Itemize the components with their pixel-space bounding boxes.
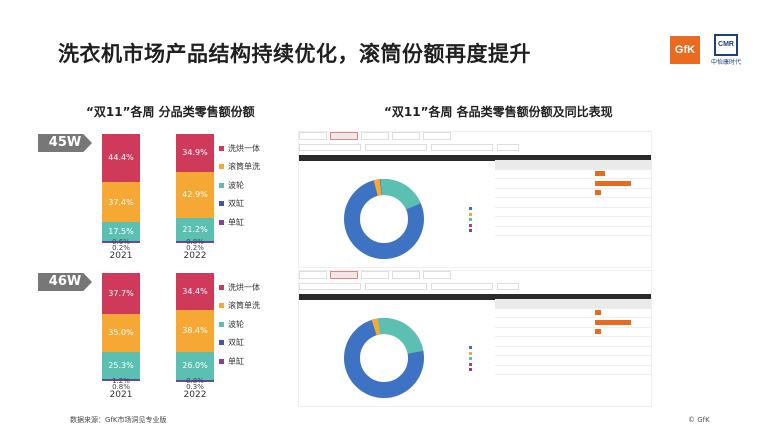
- gfk-logo: GfK: [670, 36, 700, 64]
- bar-segment: [102, 380, 140, 381]
- legend-item: 洗烘一体: [219, 142, 260, 154]
- data-source: 数据来源：GfK市场洞见专业版: [70, 416, 167, 424]
- bar-segment: [102, 241, 140, 242]
- category-label: 2021: [109, 390, 133, 400]
- dashboard-panel-45w: [298, 131, 652, 268]
- small-data-label: 1.2%: [112, 377, 130, 385]
- small-data-label: 0.2%: [112, 244, 130, 252]
- bar-segment: 34.9%: [176, 134, 214, 172]
- bar-segment: 37.7%: [102, 273, 140, 314]
- legend-item: 滚筒单洗: [219, 300, 260, 312]
- bar-segment: 34.4%: [176, 273, 214, 311]
- week-badge-46w: 46W: [38, 273, 92, 291]
- page-title: 洗衣机市场产品结构持续优化，滚筒份额再度提升: [58, 42, 531, 66]
- bar-segment: 35.0%: [102, 313, 140, 352]
- bar-segment: 44.4%: [102, 134, 140, 182]
- bar-segment: [176, 240, 214, 242]
- small-data-label: 0.8%: [186, 238, 204, 246]
- right-subtitle: “双11”各周 各品类零售额份额及同比表现: [384, 105, 613, 119]
- legend-46W: 洗烘一体滚筒单洗波轮双缸单缸: [219, 281, 260, 374]
- copyright: © GfK: [688, 416, 710, 424]
- dashboard-panel-46w: [298, 270, 652, 407]
- bar-segment: 25.3%: [102, 351, 140, 379]
- cmr-logo: CMR 中怡康时代: [706, 34, 746, 68]
- category-label: 2021: [109, 251, 133, 261]
- legend-item: 双缸: [219, 198, 260, 210]
- legend-item: 单缸: [219, 216, 260, 228]
- left-subtitle: “双11”各周 分品类零售额份额: [86, 105, 255, 119]
- stacked-bar-45W-2021: 44.4% 37.4% 17.5%: [102, 134, 140, 243]
- legend-45W: 洗烘一体滚筒单洗波轮双缸单缸: [219, 142, 260, 235]
- small-data-label: 0.8%: [112, 383, 130, 391]
- legend-item: 单缸: [219, 355, 260, 367]
- stacked-bar-45W-2022: 34.9% 42.9% 21.2%: [176, 134, 214, 242]
- bar-segment: 38.4%: [176, 310, 214, 352]
- legend-item: 滚筒单洗: [219, 161, 260, 173]
- small-data-label: 0.6%: [112, 238, 130, 246]
- bar-segment: 17.5%: [102, 222, 140, 242]
- stacked-bar-46W-2021: 37.7% 35.0% 25.3%: [102, 273, 140, 381]
- category-label: 2022: [183, 251, 207, 261]
- bar-segment: 26.0%: [176, 351, 214, 380]
- bar-segment: 37.4%: [102, 181, 140, 223]
- small-data-label: 0.2%: [186, 244, 204, 252]
- legend-item: 波轮: [219, 179, 260, 191]
- bar-segment: 21.2%: [176, 218, 214, 241]
- category-label: 2022: [183, 390, 207, 400]
- stacked-bar-46W-2022: 34.4% 38.4% 26.0%: [176, 273, 214, 381]
- donut-thumbnail: [344, 318, 424, 398]
- bar-segment: 42.9%: [176, 171, 214, 219]
- week-badge-45w: 45W: [38, 134, 92, 152]
- bar-segment: [102, 378, 140, 381]
- bar-segment: [176, 379, 214, 381]
- legend-item: 波轮: [219, 318, 260, 330]
- donut-thumbnail: [344, 179, 424, 259]
- small-data-label: 0.8%: [186, 377, 204, 385]
- small-data-label: 0.3%: [186, 383, 204, 391]
- legend-item: 双缸: [219, 337, 260, 349]
- legend-item: 洗烘一体: [219, 281, 260, 293]
